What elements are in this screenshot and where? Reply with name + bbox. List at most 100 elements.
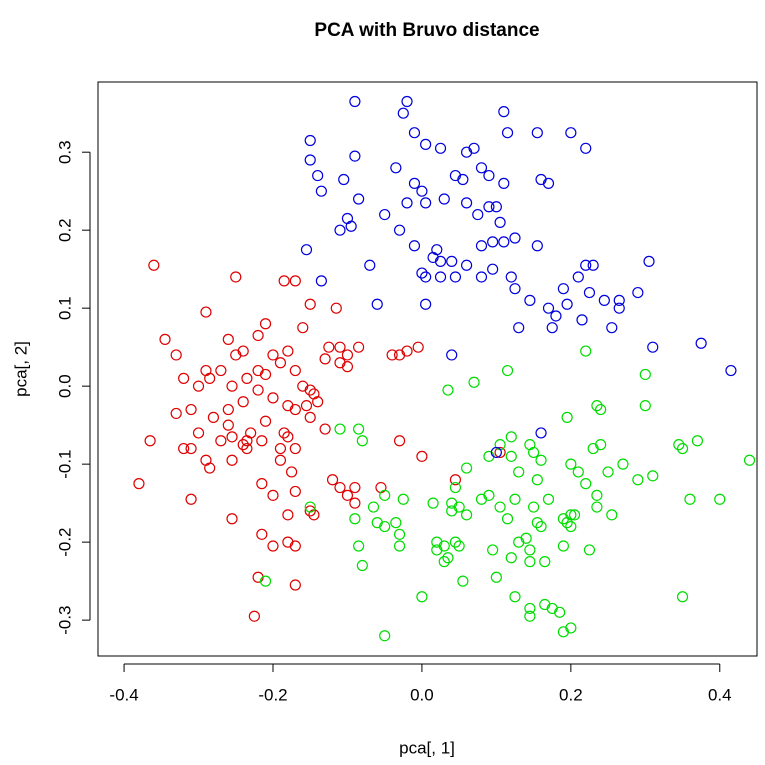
point	[282, 345, 294, 357]
point	[300, 244, 313, 256]
point	[353, 193, 365, 205]
point	[408, 240, 421, 252]
point	[531, 240, 543, 252]
point	[632, 286, 644, 299]
point	[580, 345, 592, 357]
point	[434, 142, 447, 154]
y-tick-label: 0.2	[55, 218, 74, 242]
point	[204, 462, 216, 474]
point	[304, 134, 316, 147]
point	[528, 446, 540, 459]
point	[453, 540, 465, 552]
point	[341, 489, 354, 501]
point	[595, 439, 607, 451]
point	[460, 509, 473, 521]
point	[475, 240, 488, 252]
point	[602, 466, 614, 478]
point	[498, 106, 510, 118]
point	[509, 493, 521, 505]
point	[475, 493, 488, 505]
point	[576, 314, 588, 326]
point	[483, 169, 495, 182]
point	[420, 271, 432, 283]
point	[393, 540, 406, 552]
point	[356, 435, 368, 447]
point	[639, 368, 651, 381]
point	[427, 251, 439, 264]
point	[487, 236, 499, 248]
point	[591, 501, 603, 513]
point	[468, 376, 480, 388]
point	[237, 396, 249, 408]
point	[297, 322, 309, 334]
point	[528, 501, 540, 513]
point	[237, 439, 249, 451]
y-tick-label: 0.1	[55, 296, 74, 320]
point	[561, 411, 573, 423]
point	[684, 493, 696, 505]
point	[509, 232, 521, 244]
point	[725, 364, 737, 377]
point	[505, 271, 517, 283]
point	[252, 329, 264, 342]
point	[695, 337, 707, 349]
point	[408, 177, 421, 189]
point	[393, 224, 406, 236]
point	[416, 185, 428, 197]
point	[501, 127, 514, 139]
point	[487, 544, 499, 556]
point	[446, 255, 458, 267]
point	[520, 532, 532, 544]
point	[580, 259, 592, 271]
point	[416, 450, 428, 462]
point	[468, 142, 480, 154]
point	[676, 442, 689, 455]
point	[673, 439, 685, 451]
point	[241, 372, 253, 384]
point	[185, 403, 197, 416]
point	[230, 271, 242, 283]
point	[475, 162, 488, 174]
point	[241, 435, 253, 447]
point	[494, 446, 506, 459]
point	[375, 481, 387, 494]
point	[289, 579, 301, 591]
point	[587, 259, 599, 271]
point	[200, 364, 212, 377]
x-tick-label: -0.4	[109, 685, 138, 704]
point	[289, 442, 301, 455]
point	[289, 275, 301, 287]
point	[237, 345, 249, 357]
point	[341, 212, 354, 225]
point	[427, 497, 439, 509]
point	[289, 364, 301, 377]
point	[159, 333, 171, 345]
point	[364, 259, 376, 271]
point	[442, 384, 454, 396]
point	[371, 298, 383, 310]
point	[286, 466, 298, 478]
point	[490, 201, 502, 213]
point	[475, 271, 488, 283]
point	[501, 513, 514, 525]
point	[598, 294, 610, 306]
point	[524, 602, 536, 615]
point	[446, 505, 458, 517]
point	[207, 411, 220, 423]
point	[334, 481, 346, 494]
y-tick-label: -0.1	[55, 449, 74, 478]
point	[274, 442, 287, 455]
point	[304, 298, 316, 310]
point	[241, 442, 253, 455]
point	[449, 536, 462, 548]
point	[557, 626, 569, 638]
point	[393, 528, 406, 540]
point	[274, 357, 287, 369]
point	[420, 138, 432, 150]
point	[505, 552, 517, 564]
point	[338, 173, 350, 186]
point	[542, 493, 555, 505]
point	[259, 575, 272, 587]
point	[278, 427, 290, 439]
point	[498, 177, 510, 189]
